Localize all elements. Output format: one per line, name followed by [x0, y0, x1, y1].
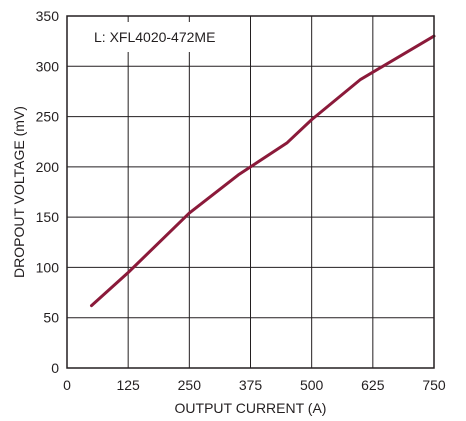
x-tick-label: 750	[422, 377, 446, 393]
y-tick-label: 150	[36, 209, 60, 225]
x-tick-label: 250	[178, 377, 202, 393]
x-tick-label: 625	[361, 377, 385, 393]
x-tick-label: 125	[116, 377, 140, 393]
y-axis-label: DROPOUT VOLTAGE (mV)	[11, 106, 27, 278]
y-tick-label: 350	[36, 8, 60, 24]
grid	[66, 15, 435, 369]
x-axis-label: OUTPUT CURRENT (A)	[175, 400, 327, 416]
y-tick-label: 300	[36, 58, 60, 74]
x-tick-labels: 0 125 250 375 500 625 750	[63, 377, 446, 393]
plot-frame	[66, 15, 435, 369]
series-line	[90, 34, 436, 308]
x-tick-label: 500	[300, 377, 324, 393]
x-tick-label: 375	[239, 377, 263, 393]
y-tick-label: 250	[36, 109, 60, 125]
y-tick-label: 100	[36, 259, 60, 275]
y-tick-label: 50	[43, 310, 59, 326]
annotation-box	[87, 22, 239, 52]
y-tick-label: 0	[51, 360, 59, 376]
y-tick-label: 200	[36, 159, 60, 175]
x-tick-label: 0	[63, 377, 71, 393]
y-tick-labels: 0 50 100 150 200 250 300 350	[36, 8, 60, 376]
annotation-text: L: XFL4020-472ME	[94, 29, 215, 45]
